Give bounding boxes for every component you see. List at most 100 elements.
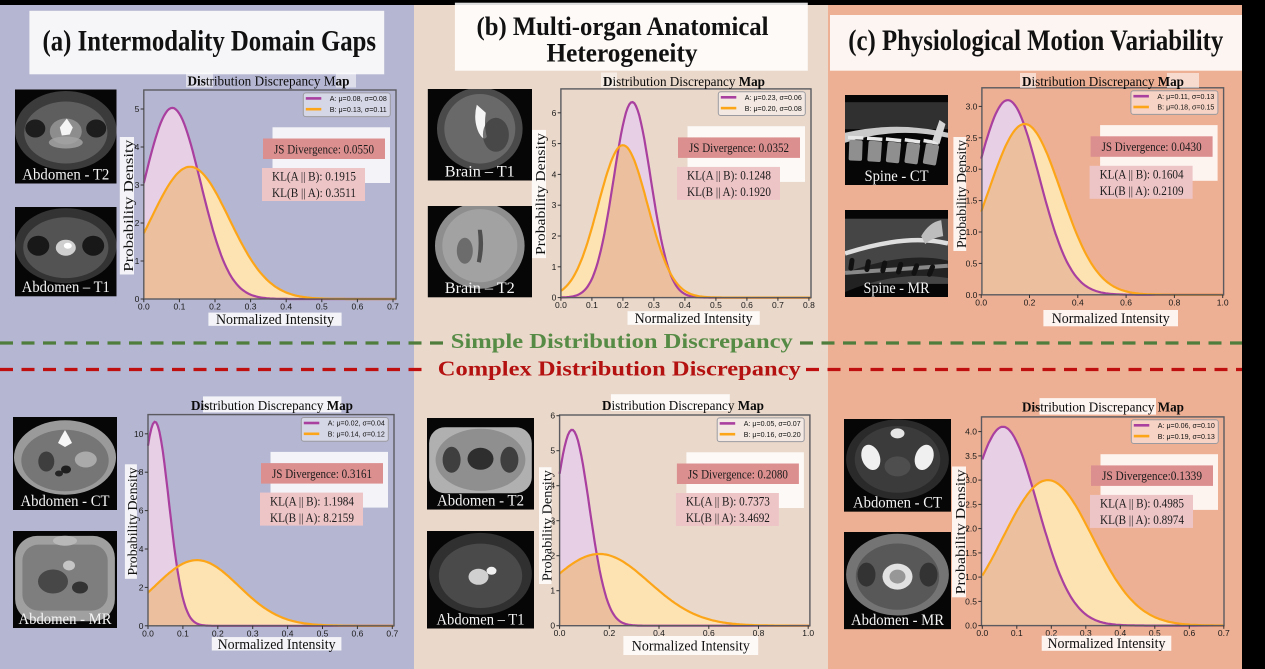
svg-text:0.2: 0.2 (603, 628, 615, 638)
svg-text:Normalized Intensity: Normalized Intensity (632, 639, 750, 655)
svg-text:0.5: 0.5 (317, 628, 329, 638)
svg-text:0.3: 0.3 (247, 628, 259, 638)
svg-text:3.0: 3.0 (966, 101, 978, 111)
svg-text:A: μ=0.23, σ=0.06: A: μ=0.23, σ=0.06 (745, 93, 802, 102)
svg-text:0.8: 0.8 (1168, 297, 1180, 307)
svg-text:KL(B || A): 0.2109: KL(B || A): 0.2109 (1100, 183, 1184, 198)
svg-text:0.1: 0.1 (1011, 628, 1023, 638)
svg-text:KL(B || A): 3.4692: KL(B || A): 3.4692 (686, 510, 770, 525)
svg-text:(c) Physiological Motion Varia: (c) Physiological Motion Variability (848, 24, 1223, 57)
svg-text:0: 0 (550, 621, 555, 631)
svg-text:KL(A || B): 0.1915: KL(A || B): 0.1915 (272, 169, 356, 184)
svg-text:0.2: 0.2 (1024, 297, 1036, 307)
svg-text:0.8: 0.8 (803, 300, 815, 310)
svg-text:Probability Density: Probability Density (954, 140, 969, 248)
svg-text:KL(B || A): 0.8974: KL(B || A): 0.8974 (1100, 512, 1184, 527)
svg-text:0: 0 (552, 293, 557, 303)
svg-text:Heterogeneity: Heterogeneity (547, 38, 698, 67)
svg-text:Probability Density: Probability Density (953, 469, 968, 594)
svg-text:2: 2 (552, 231, 557, 241)
svg-text:1: 1 (552, 262, 557, 272)
svg-text:Abdomen - MR: Abdomen - MR (19, 611, 113, 628)
svg-text:0.7: 0.7 (387, 302, 399, 312)
svg-text:0.3: 0.3 (245, 302, 257, 312)
svg-text:1: 1 (135, 256, 140, 266)
svg-text:5: 5 (552, 139, 557, 149)
svg-text:0.1: 0.1 (586, 300, 598, 310)
svg-text:0.6: 0.6 (1120, 297, 1132, 307)
svg-text:Normalized Intensity: Normalized Intensity (1048, 636, 1166, 652)
svg-text:0.5: 0.5 (710, 300, 722, 310)
svg-text:Abdomen - MR: Abdomen - MR (851, 612, 945, 629)
svg-text:3: 3 (552, 200, 557, 210)
svg-text:A: μ=0.06, σ=0.10: A: μ=0.06, σ=0.10 (1158, 421, 1215, 430)
svg-text:0.7: 0.7 (772, 300, 784, 310)
svg-text:KL(A || B): 0.7373: KL(A || B): 0.7373 (686, 494, 770, 509)
svg-text:Brain – T2: Brain – T2 (445, 280, 515, 297)
svg-text:B: μ=0.14, σ=0.12: B: μ=0.14, σ=0.12 (328, 430, 385, 439)
svg-text:1.0: 1.0 (966, 227, 978, 237)
svg-text:4: 4 (550, 481, 555, 491)
svg-text:0.4: 0.4 (1072, 297, 1084, 307)
svg-text:4: 4 (135, 142, 140, 152)
svg-text:Distribution Discrepancy Map: Distribution Discrepancy Map (191, 399, 353, 414)
svg-text:A: μ=0.02, σ=0.04: A: μ=0.02, σ=0.04 (328, 419, 385, 428)
svg-text:0.3: 0.3 (1080, 628, 1092, 638)
svg-text:JS Divergence: 0.0352: JS Divergence: 0.0352 (689, 140, 789, 155)
svg-text:JS Divergence: 0.3161: JS Divergence: 0.3161 (272, 466, 372, 481)
svg-text:Probability Density: Probability Density (533, 133, 548, 255)
svg-text:Simple Distribution Discrepanc: Simple Distribution Discrepancy (451, 329, 794, 353)
svg-text:Abdomen – T1: Abdomen – T1 (437, 611, 525, 628)
svg-text:(a) Intermodality Domain Gaps: (a) Intermodality Domain Gaps (43, 25, 377, 58)
svg-text:Abdomen - T2: Abdomen - T2 (22, 166, 109, 183)
svg-text:Distribution Discrepancy Map: Distribution Discrepancy Map (1022, 75, 1184, 90)
svg-text:KL(A || B): 1.1984: KL(A || B): 1.1984 (270, 493, 354, 508)
svg-text:Brain – T1: Brain – T1 (445, 163, 515, 180)
svg-text:JS Divergence:0.1339: JS Divergence:0.1339 (1102, 468, 1202, 483)
svg-text:1.0: 1.0 (965, 572, 977, 582)
svg-text:KL(A || B): 0.1248: KL(A || B): 0.1248 (687, 168, 771, 183)
svg-text:Probability Density: Probability Density (539, 470, 554, 581)
svg-text:0.0: 0.0 (975, 297, 987, 307)
svg-text:A: μ=0.05, σ=0.07: A: μ=0.05, σ=0.07 (744, 419, 801, 428)
svg-text:0.1: 0.1 (177, 628, 189, 638)
svg-text:0.5: 0.5 (965, 596, 977, 606)
svg-text:0.6: 0.6 (741, 300, 753, 310)
svg-text:2.5: 2.5 (966, 133, 978, 143)
svg-text:2: 2 (139, 582, 144, 592)
svg-text:Normalized Intensity: Normalized Intensity (1052, 311, 1170, 327)
svg-text:Abdomen – T1: Abdomen – T1 (22, 279, 110, 296)
svg-text:0.0: 0.0 (555, 300, 567, 310)
svg-text:5: 5 (135, 104, 140, 114)
svg-text:Spine - MR: Spine - MR (864, 280, 931, 297)
svg-text:B: μ=0.18, σ=0.15: B: μ=0.18, σ=0.15 (1157, 103, 1214, 112)
svg-text:1.5: 1.5 (966, 196, 978, 206)
svg-text:JS Divergence: 0.2080: JS Divergence: 0.2080 (688, 466, 788, 481)
svg-text:(b) Multi-organ Anatomical: (b) Multi-organ Anatomical (477, 12, 769, 41)
svg-text:0.0: 0.0 (138, 302, 150, 312)
svg-text:Abdomen - CT: Abdomen - CT (853, 495, 942, 512)
svg-text:KL(A || B): 0.4985: KL(A || B): 0.4985 (1100, 496, 1184, 511)
svg-text:0.2: 0.2 (617, 300, 629, 310)
svg-text:Complex Distribution Discrepan: Complex Distribution Discrepancy (438, 357, 802, 381)
svg-text:6: 6 (550, 411, 555, 421)
svg-text:4: 4 (139, 544, 144, 554)
svg-text:0.5: 0.5 (1149, 628, 1161, 638)
svg-text:0.8: 0.8 (753, 628, 765, 638)
svg-text:0.6: 0.6 (351, 628, 363, 638)
svg-text:2.0: 2.0 (966, 164, 978, 174)
svg-text:JS Divergence: 0.0430: JS Divergence: 0.0430 (1102, 139, 1202, 154)
svg-text:A: μ=0.11, σ=0.13: A: μ=0.11, σ=0.13 (1157, 92, 1214, 101)
svg-text:Probability Density: Probability Density (125, 467, 140, 575)
svg-text:Normalized Intensity: Normalized Intensity (635, 311, 753, 327)
svg-text:0.5: 0.5 (966, 258, 978, 268)
svg-text:B: μ=0.16, σ=0.20: B: μ=0.16, σ=0.20 (744, 430, 801, 439)
svg-text:Distribution Discrepancy Map: Distribution Discrepancy Map (188, 75, 350, 90)
svg-text:KL(B || A): 8.2159: KL(B || A): 8.2159 (270, 510, 354, 525)
svg-text:3: 3 (135, 180, 140, 190)
svg-text:4: 4 (552, 169, 557, 179)
svg-text:0.4: 0.4 (653, 628, 665, 638)
svg-text:Probability Density: Probability Density (121, 139, 136, 271)
svg-text:1.0: 1.0 (802, 628, 814, 638)
svg-text:0.4: 0.4 (679, 300, 691, 310)
